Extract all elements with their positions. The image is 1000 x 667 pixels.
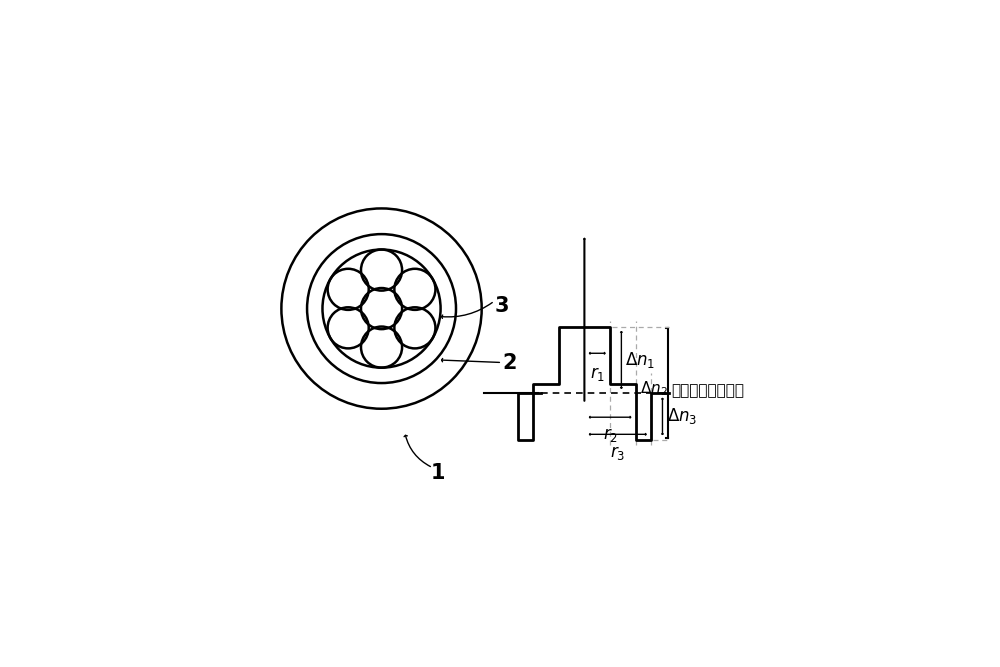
Text: 纯二氧化硞外包层: 纯二氧化硞外包层 [672,383,745,398]
Text: $\Delta n_1$: $\Delta n_1$ [625,350,656,370]
Text: $\Delta n_2$: $\Delta n_2$ [640,380,668,398]
Text: $r_1$: $r_1$ [590,365,605,383]
Text: 3: 3 [495,296,509,316]
Text: $r_3$: $r_3$ [610,444,625,462]
Text: 2: 2 [503,353,517,372]
Text: $r_2$: $r_2$ [603,426,618,444]
Text: $\Delta n_3$: $\Delta n_3$ [667,406,697,426]
Text: 1: 1 [431,463,445,483]
